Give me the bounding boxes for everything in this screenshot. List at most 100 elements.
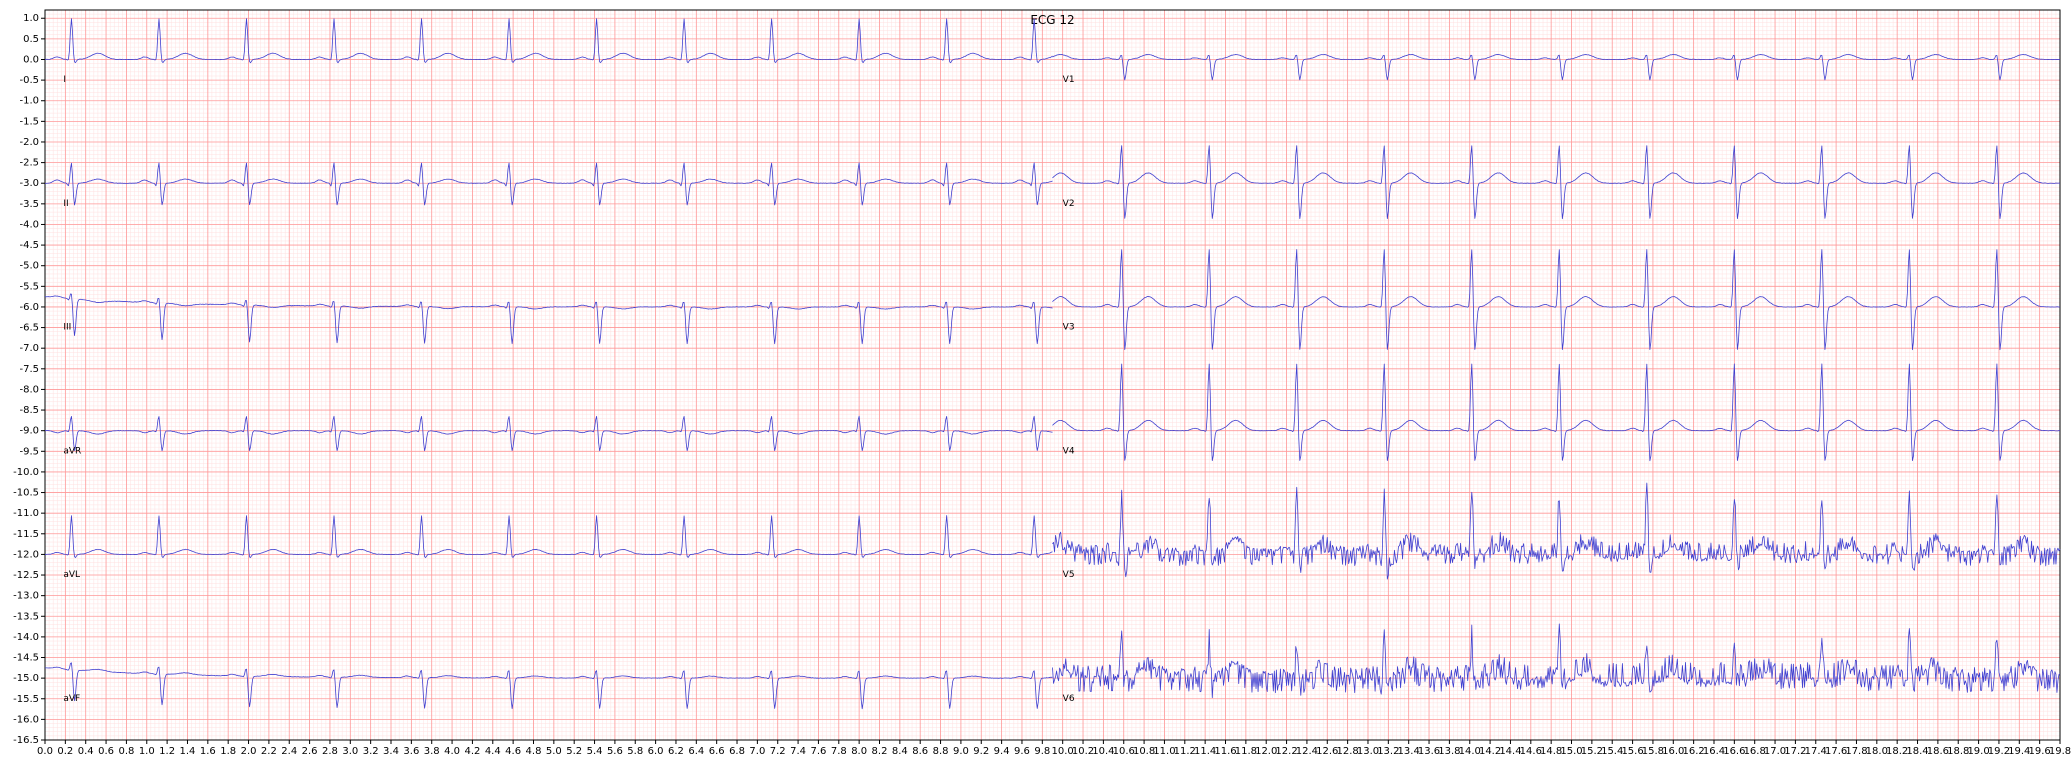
x-tick-label: 16.8 bbox=[1744, 746, 1766, 757]
y-tick-label: -13.5 bbox=[13, 611, 39, 622]
x-tick-label: 5.6 bbox=[607, 746, 623, 757]
x-tick-label: 7.8 bbox=[831, 746, 847, 757]
lead-label-V4: V4 bbox=[1063, 446, 1075, 456]
x-tick-label: 3.4 bbox=[383, 746, 399, 757]
x-tick-label: 8.4 bbox=[892, 746, 908, 757]
x-tick-label: 1.0 bbox=[139, 746, 155, 757]
x-tick-label: 7.6 bbox=[810, 746, 826, 757]
x-tick-label: 1.6 bbox=[200, 746, 216, 757]
y-tick-label: -3.0 bbox=[19, 178, 39, 189]
x-tick-label: 6.8 bbox=[729, 746, 745, 757]
y-tick-label: -8.5 bbox=[19, 405, 39, 416]
x-tick-label: 3.8 bbox=[424, 746, 440, 757]
x-tick-label: 12.4 bbox=[1296, 746, 1318, 757]
x-tick-label: 6.0 bbox=[648, 746, 664, 757]
x-tick-label: 9.0 bbox=[953, 746, 969, 757]
y-tick-label: -2.5 bbox=[19, 158, 39, 169]
y-tick-label: -5.0 bbox=[19, 261, 39, 272]
y-tick-label: -3.5 bbox=[19, 199, 39, 210]
x-tick-label: 17.2 bbox=[1784, 746, 1806, 757]
y-tick-label: -14.5 bbox=[13, 653, 39, 664]
x-tick-label: 2.8 bbox=[322, 746, 338, 757]
y-tick-label: -0.5 bbox=[19, 75, 39, 86]
y-tick-label: -12.0 bbox=[13, 549, 39, 560]
x-tick-label: 15.2 bbox=[1581, 746, 1603, 757]
x-tick-label: 0.4 bbox=[78, 746, 94, 757]
y-tick-label: -9.0 bbox=[19, 426, 39, 437]
x-tick-label: 17.6 bbox=[1825, 746, 1847, 757]
y-tick-label: -10.0 bbox=[13, 467, 39, 478]
y-tick-label: -7.5 bbox=[19, 364, 39, 375]
x-tick-label: 15.8 bbox=[1642, 746, 1664, 757]
x-tick-label: 15.6 bbox=[1621, 746, 1643, 757]
x-tick-label: 0.8 bbox=[118, 746, 134, 757]
lead-label-V3: V3 bbox=[1063, 323, 1075, 333]
x-tick-label: 18.8 bbox=[1947, 746, 1969, 757]
x-tick-label: 1.4 bbox=[180, 746, 196, 757]
x-tick-label: 10.6 bbox=[1113, 746, 1135, 757]
x-tick-label: 1.8 bbox=[220, 746, 236, 757]
x-tick-label: 5.0 bbox=[546, 746, 562, 757]
x-tick-label: 0.6 bbox=[98, 746, 114, 757]
x-tick-label: 8.2 bbox=[872, 746, 888, 757]
x-tick-label: 15.4 bbox=[1601, 746, 1623, 757]
x-tick-label: 7.2 bbox=[770, 746, 786, 757]
lead-label-aVF: aVF bbox=[63, 694, 80, 704]
y-tick-label: -15.0 bbox=[13, 673, 39, 684]
lead-label-I: I bbox=[63, 75, 66, 85]
y-tick-label: -10.5 bbox=[13, 488, 39, 499]
x-tick-label: 14.4 bbox=[1499, 746, 1521, 757]
y-tick-label: -16.5 bbox=[13, 735, 39, 746]
x-tick-label: 13.8 bbox=[1438, 746, 1460, 757]
y-tick-label: -1.0 bbox=[19, 96, 39, 107]
x-tick-label: 5.4 bbox=[587, 746, 603, 757]
y-tick-label: 0.5 bbox=[23, 34, 39, 45]
x-tick-label: 12.0 bbox=[1255, 746, 1277, 757]
x-tick-label: 18.2 bbox=[1886, 746, 1908, 757]
lead-label-V1: V1 bbox=[1063, 75, 1075, 85]
x-tick-label: 4.8 bbox=[526, 746, 542, 757]
x-tick-label: 0.2 bbox=[57, 746, 73, 757]
x-tick-label: 16.2 bbox=[1683, 746, 1705, 757]
ecg-chart: -16.5-16.0-15.5-15.0-14.5-14.0-13.5-13.0… bbox=[0, 0, 2072, 763]
x-tick-label: 14.6 bbox=[1520, 746, 1542, 757]
x-tick-label: 17.0 bbox=[1764, 746, 1786, 757]
y-tick-label: -15.5 bbox=[13, 694, 39, 705]
x-tick-label: 18.0 bbox=[1866, 746, 1888, 757]
x-tick-label: 19.6 bbox=[2029, 746, 2051, 757]
x-tick-label: 11.4 bbox=[1194, 746, 1216, 757]
x-tick-label: 3.0 bbox=[342, 746, 358, 757]
x-tick-label: 4.0 bbox=[444, 746, 460, 757]
x-tick-label: 2.0 bbox=[241, 746, 257, 757]
y-tick-label: 0.0 bbox=[23, 54, 39, 65]
x-tick-label: 5.2 bbox=[566, 746, 582, 757]
x-tick-label: 12.2 bbox=[1275, 746, 1297, 757]
y-tick-label: -13.0 bbox=[13, 591, 39, 602]
x-tick-label: 7.4 bbox=[790, 746, 806, 757]
x-tick-label: 17.4 bbox=[1805, 746, 1827, 757]
y-tick-label: -11.0 bbox=[13, 508, 39, 519]
x-tick-label: 13.4 bbox=[1398, 746, 1420, 757]
y-tick-label: -12.5 bbox=[13, 570, 39, 581]
x-tick-label: 11.0 bbox=[1153, 746, 1175, 757]
x-tick-label: 9.8 bbox=[1034, 746, 1050, 757]
x-tick-label: 14.2 bbox=[1479, 746, 1501, 757]
y-tick-label: -14.0 bbox=[13, 632, 39, 643]
y-tick-label: -7.0 bbox=[19, 343, 39, 354]
x-tick-label: 7.0 bbox=[749, 746, 765, 757]
y-tick-label: -11.5 bbox=[13, 529, 39, 540]
x-tick-label: 6.2 bbox=[668, 746, 684, 757]
x-tick-label: 2.4 bbox=[281, 746, 297, 757]
x-tick-label: 9.6 bbox=[1014, 746, 1030, 757]
y-tick-label: -1.5 bbox=[19, 116, 39, 127]
x-tick-label: 10.0 bbox=[1052, 746, 1074, 757]
x-tick-label: 19.2 bbox=[1988, 746, 2010, 757]
x-tick-label: 18.6 bbox=[1927, 746, 1949, 757]
x-tick-label: 11.8 bbox=[1235, 746, 1257, 757]
lead-label-III: III bbox=[63, 323, 71, 333]
x-tick-label: 18.4 bbox=[1906, 746, 1928, 757]
x-tick-label: 14.0 bbox=[1459, 746, 1481, 757]
x-tick-label: 6.4 bbox=[688, 746, 704, 757]
x-tick-label: 9.2 bbox=[973, 746, 989, 757]
x-tick-label: 1.2 bbox=[159, 746, 175, 757]
